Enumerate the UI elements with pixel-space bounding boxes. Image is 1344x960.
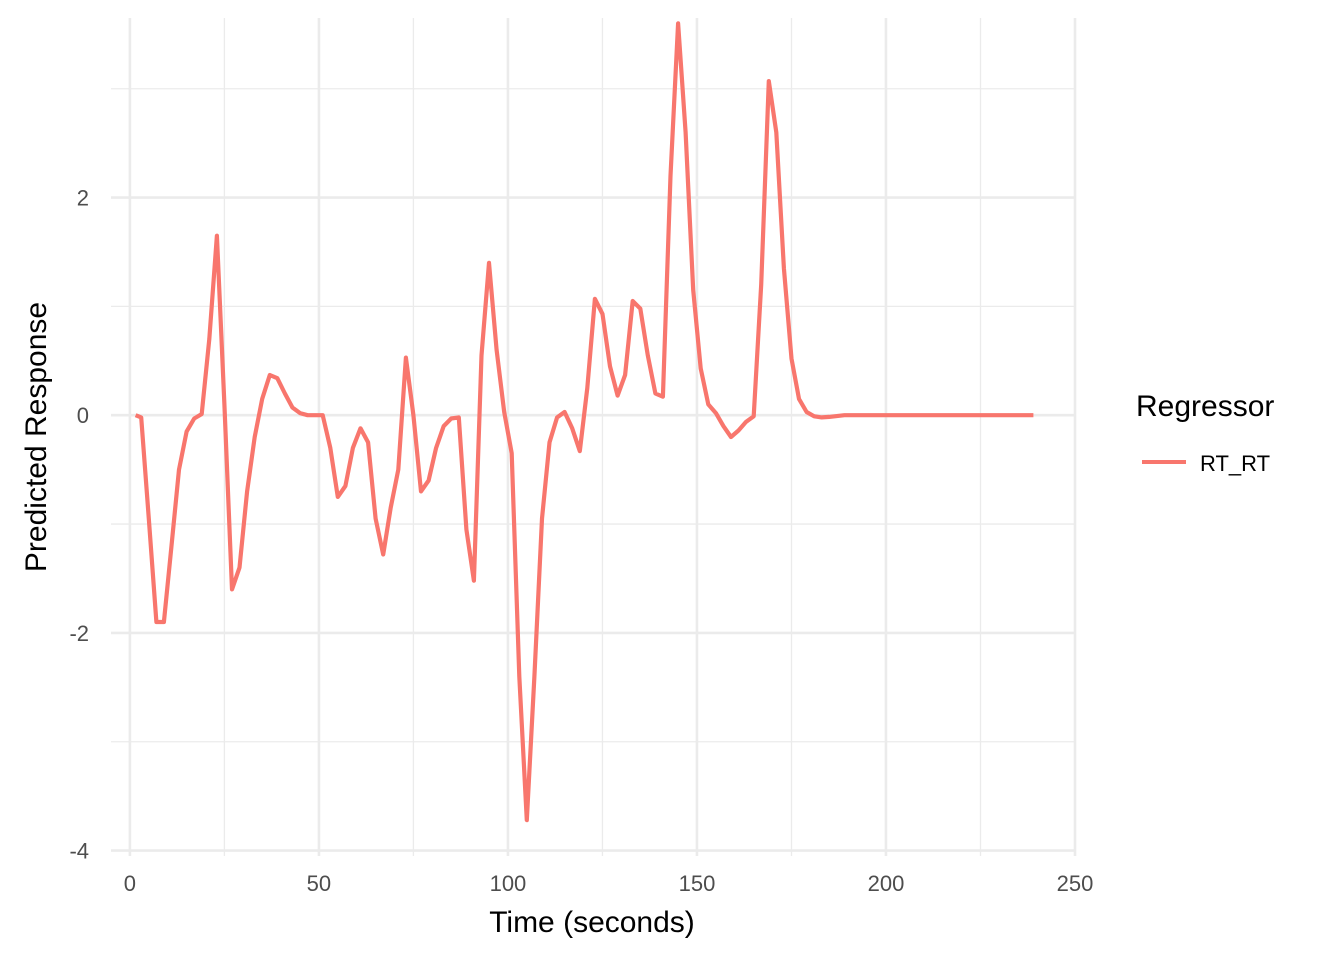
legend: Regressor RT_RT bbox=[1136, 390, 1274, 476]
x-tick-label: 100 bbox=[490, 871, 527, 896]
y-tick-label: -2 bbox=[69, 621, 89, 646]
y-tick-label: -4 bbox=[69, 839, 89, 864]
y-tick-labels: -4 -2 0 2 bbox=[69, 186, 89, 864]
y-axis-title: Predicted Response bbox=[20, 302, 53, 572]
x-tick-label: 250 bbox=[1057, 871, 1094, 896]
x-tick-labels: 0 50 100 150 200 250 bbox=[124, 871, 1094, 896]
grid-major bbox=[111, 18, 1077, 856]
y-tick-label: 2 bbox=[77, 186, 89, 211]
series-layer bbox=[134, 21, 1034, 823]
legend-label-rt-rt: RT_RT bbox=[1200, 451, 1270, 476]
grid-minor bbox=[111, 18, 1075, 856]
series-line-rt-rt bbox=[134, 21, 1034, 823]
x-tick-label: 50 bbox=[307, 871, 331, 896]
y-tick-label: 0 bbox=[77, 403, 89, 428]
x-axis-title: Time (seconds) bbox=[489, 906, 695, 939]
legend-title: Regressor bbox=[1136, 390, 1274, 423]
x-tick-label: 150 bbox=[679, 871, 716, 896]
x-tick-label: 0 bbox=[124, 871, 136, 896]
x-tick-label: 200 bbox=[868, 871, 905, 896]
